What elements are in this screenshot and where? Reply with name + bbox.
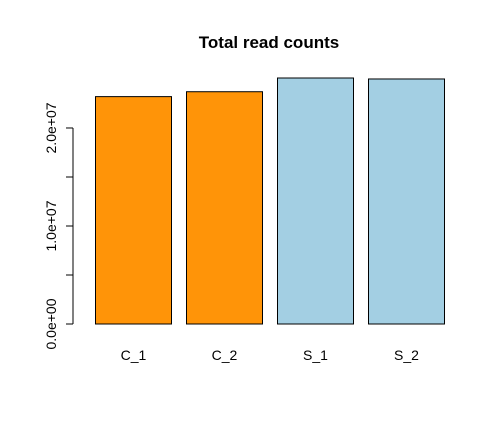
bars <box>95 77 445 325</box>
bar-c-1 <box>95 96 172 325</box>
y-tick-label: 0.0e+00 <box>43 298 59 349</box>
x-category-label: S_1 <box>303 347 328 363</box>
chart-title: Total read counts <box>199 33 339 52</box>
y-tick-label: 2.0e+07 <box>43 102 59 153</box>
x-category-label: C_2 <box>212 347 238 363</box>
bar-s-1 <box>277 77 354 325</box>
y-tick-label: 1.0e+07 <box>43 200 59 251</box>
x-category-label: S_2 <box>394 347 419 363</box>
x-axis-labels: C_1 C_2 S_1 S_2 <box>121 347 420 363</box>
bar-s-2 <box>368 78 445 325</box>
y-axis: 0.0e+00 1.0e+07 2.0e+07 <box>43 102 74 350</box>
bar-c-2 <box>186 91 263 325</box>
x-category-label: C_1 <box>121 347 147 363</box>
